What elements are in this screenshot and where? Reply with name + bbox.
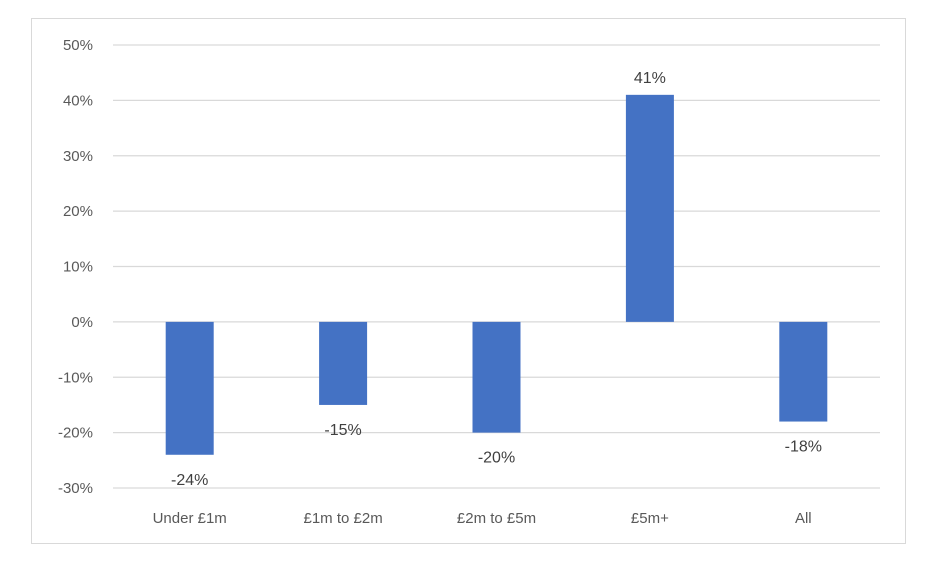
x-tick-label: All: [795, 510, 812, 527]
x-tick-label: Under £1m: [153, 510, 227, 527]
y-tick-label: 10%: [63, 259, 93, 276]
data-label: -20%: [478, 450, 515, 467]
bars: [165, 94, 828, 455]
bar: [319, 321, 368, 405]
x-tick-label: £2m to £5m: [457, 510, 536, 527]
bar: [625, 94, 674, 322]
bar: [165, 321, 214, 455]
data-label: -18%: [785, 439, 822, 456]
y-tick-label: -10%: [58, 369, 93, 386]
data-label: 41%: [634, 70, 666, 87]
y-axis-tick-labels: 50% 40% 30% 20% 10% 0% -10% -20% -30%: [58, 37, 93, 497]
bar: [779, 321, 828, 422]
y-tick-label: 40%: [63, 92, 93, 109]
y-tick-label: 30%: [63, 148, 93, 165]
chart-frame: [31, 18, 906, 544]
x-axis-tick-labels: Under £1m £1m to £2m £2m to £5m £5m+ All: [153, 510, 812, 527]
data-label: -15%: [324, 422, 361, 439]
y-tick-label: -20%: [58, 425, 93, 442]
x-tick-label: £1m to £2m: [303, 510, 382, 527]
data-labels: -24% -15% -20% 41% -18%: [171, 70, 822, 489]
y-tick-label: 0%: [71, 314, 93, 331]
y-tick-label: 50%: [63, 37, 93, 54]
y-tick-label: -30%: [58, 480, 93, 497]
x-tick-label: £5m+: [631, 510, 669, 527]
data-label: -24%: [171, 472, 208, 489]
y-tick-label: 20%: [63, 203, 93, 220]
bar: [472, 321, 521, 433]
